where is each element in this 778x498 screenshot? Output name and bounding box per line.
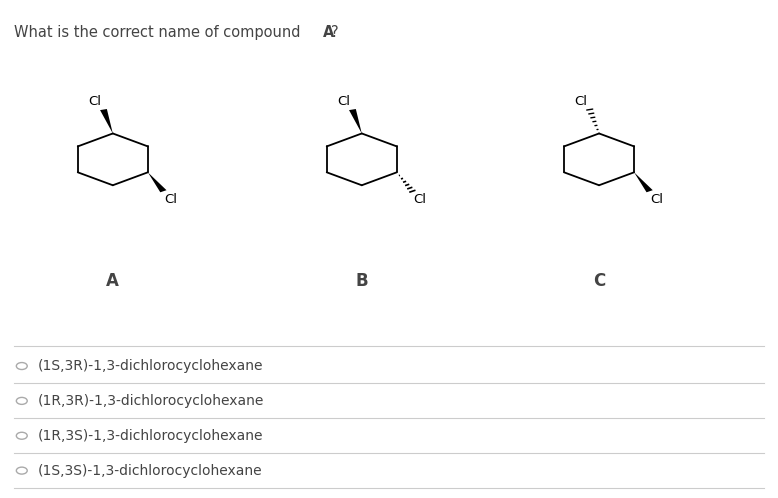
Polygon shape: [634, 172, 653, 192]
Text: Cl: Cl: [337, 95, 350, 108]
Text: Cl: Cl: [574, 95, 587, 108]
Text: Cl: Cl: [413, 193, 426, 206]
Polygon shape: [349, 109, 362, 133]
Text: Cl: Cl: [650, 193, 664, 206]
Text: (1R,3R)-1,3-dichlorocyclohexane: (1R,3R)-1,3-dichlorocyclohexane: [37, 394, 264, 408]
Text: A: A: [323, 25, 335, 40]
Text: ?: ?: [331, 25, 338, 40]
Text: What is the correct name of compound: What is the correct name of compound: [14, 25, 305, 40]
Text: (1S,3S)-1,3-dichlorocyclohexane: (1S,3S)-1,3-dichlorocyclohexane: [37, 464, 262, 478]
Polygon shape: [148, 172, 166, 192]
Text: Cl: Cl: [164, 193, 177, 206]
Text: (1R,3S)-1,3-dichlorocyclohexane: (1R,3S)-1,3-dichlorocyclohexane: [37, 429, 263, 443]
Polygon shape: [100, 109, 113, 133]
Text: Cl: Cl: [88, 95, 101, 108]
Text: C: C: [593, 272, 605, 290]
Text: B: B: [356, 272, 368, 290]
Text: A: A: [107, 272, 119, 290]
Text: (1S,3R)-1,3-dichlorocyclohexane: (1S,3R)-1,3-dichlorocyclohexane: [37, 359, 263, 373]
